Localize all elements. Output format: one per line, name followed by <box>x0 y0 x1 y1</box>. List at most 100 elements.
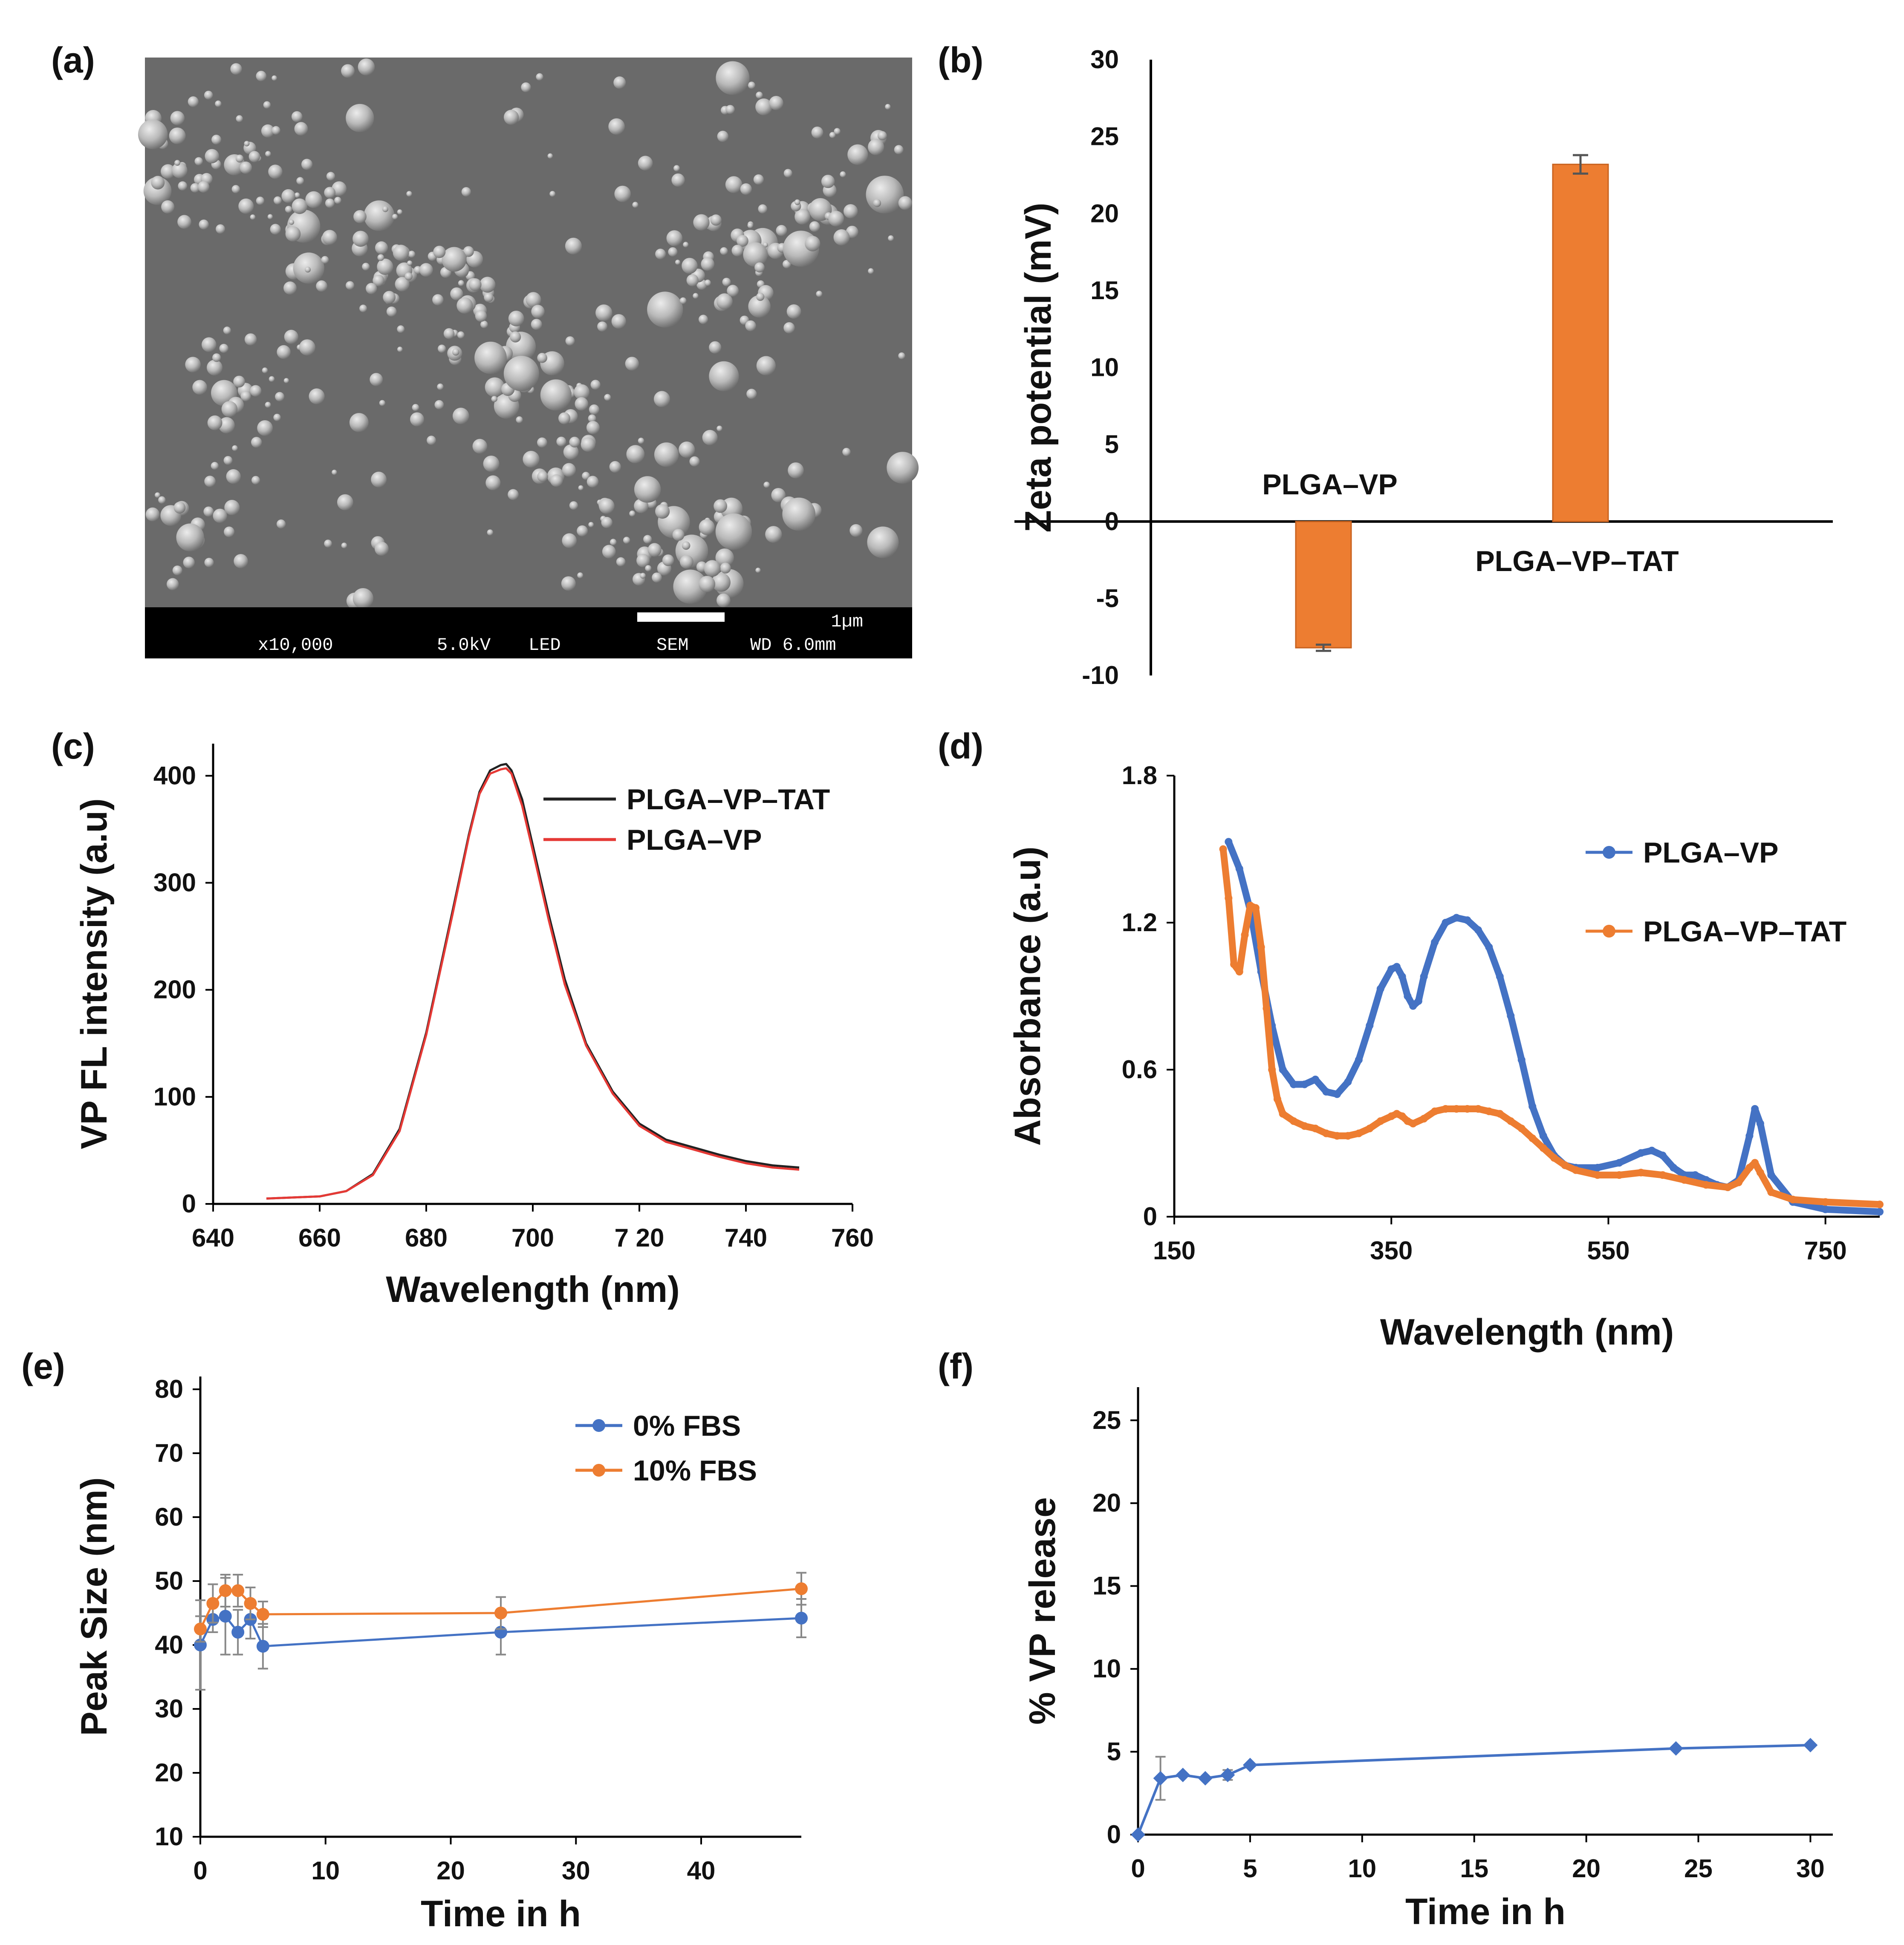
sem-particle <box>256 196 265 205</box>
sem-particle <box>675 260 680 265</box>
sem-particle <box>406 191 412 197</box>
data-point <box>244 1597 257 1610</box>
x-tick-label: 30 <box>562 1856 590 1885</box>
x-tick-label: 750 <box>1804 1236 1847 1265</box>
sem-particle <box>565 237 582 255</box>
sem-particle <box>480 320 488 329</box>
data-point <box>1821 1198 1829 1206</box>
sem-particle <box>231 185 240 193</box>
sem-particle <box>275 392 285 401</box>
x-axis-title: Wavelength (nm) <box>1380 1312 1674 1353</box>
sem-particle <box>682 541 691 550</box>
sem-particle <box>611 314 626 329</box>
sem-particle <box>434 400 444 410</box>
sem-particle <box>211 135 222 145</box>
x-tick-label: 660 <box>298 1224 341 1252</box>
sem-particle <box>783 322 795 334</box>
sem-particle <box>316 280 327 292</box>
data-point <box>1507 1117 1515 1125</box>
x-axis-title: Time in h <box>421 1893 581 1934</box>
sem-particle <box>717 593 731 608</box>
data-point <box>256 1640 269 1653</box>
sem-particle <box>709 361 739 391</box>
sem-particle <box>577 525 588 537</box>
sem-particle <box>679 297 687 304</box>
data-point <box>1615 1159 1623 1167</box>
sem-particle <box>224 499 240 515</box>
x-tick-label: 740 <box>725 1224 767 1252</box>
sem-particle <box>265 401 271 408</box>
data-point <box>1561 1161 1569 1169</box>
sem-particle <box>537 353 547 363</box>
sem-particle <box>671 173 685 187</box>
x-tick-label: 40 <box>687 1856 716 1885</box>
sem-particle <box>765 526 782 543</box>
data-point <box>1409 1002 1417 1010</box>
sem-particle <box>608 118 625 135</box>
data-point <box>256 1608 269 1621</box>
sem-particle <box>352 231 369 247</box>
sem-particle <box>284 329 298 344</box>
sem-particle <box>452 407 469 424</box>
data-point <box>1263 1004 1271 1013</box>
legend-label: PLGA–VP <box>1643 837 1778 869</box>
x-tick-label: 700 <box>511 1224 554 1252</box>
sem-particle <box>272 126 280 135</box>
data-point <box>231 1584 245 1597</box>
data-point <box>1344 1132 1352 1140</box>
fluorescence-chart: 640 660 680 700 7 20 740 760 0 100 200 300 400 Wavel… <box>74 744 874 1310</box>
data-point <box>1273 1095 1281 1103</box>
zeta-bar <box>1552 164 1609 522</box>
sem-particle <box>577 572 584 579</box>
data-point <box>795 1612 808 1625</box>
sem-particle <box>202 337 217 352</box>
sem-particle <box>887 452 919 484</box>
sem-particle <box>268 164 283 179</box>
sem-particle <box>602 545 616 559</box>
sem-working-distance: WD 6.0mm <box>750 635 836 655</box>
sem-particle <box>458 280 464 286</box>
sem-particle <box>516 416 523 424</box>
sem-particle <box>305 191 322 208</box>
sem-particle <box>683 242 689 248</box>
sem-particle <box>885 104 891 110</box>
sem-particle <box>569 501 578 510</box>
x-tick-label: 0 <box>1131 1854 1145 1883</box>
sem-particle <box>722 277 731 286</box>
sem-particle <box>185 357 201 372</box>
x-tick-label: 10 <box>311 1856 340 1885</box>
y-tick-label: 0 <box>1143 1202 1157 1231</box>
sem-particle <box>668 247 678 257</box>
sem-particle <box>556 436 566 447</box>
sem-particle <box>362 263 370 271</box>
data-point <box>1235 865 1243 873</box>
sem-particle <box>240 162 252 174</box>
data-point <box>1803 1738 1818 1752</box>
sem-particle <box>291 111 303 122</box>
zeta-potential-chart: -10 -5 0 5 10 15 20 25 30 Zeta potential (mV) PLGA… <box>1014 45 1833 690</box>
sem-particle <box>625 357 639 371</box>
vp-release-chart: 0 5 10 15 20 25 30 0 5 10 15 20 25 Time in h % VP rele… <box>1022 1387 1833 1932</box>
data-point <box>1756 1169 1764 1177</box>
sem-particle <box>686 274 699 286</box>
data-point <box>1539 1144 1547 1152</box>
y-axis-title: VP FL intensity (a.u) <box>74 798 115 1149</box>
sem-particle <box>383 291 396 304</box>
sem-particle <box>763 482 770 488</box>
data-point <box>1442 1105 1450 1113</box>
data-point <box>1366 1022 1374 1030</box>
panel-label-e: (e) <box>21 1346 65 1386</box>
sem-particle <box>582 472 590 480</box>
sem-particle <box>443 328 455 339</box>
sem-particle <box>629 511 636 517</box>
sem-particle <box>250 214 256 220</box>
y-tick-label: 1.2 <box>1122 908 1157 937</box>
sem-particle <box>521 82 531 92</box>
data-point <box>1789 1195 1797 1203</box>
sem-particle <box>251 437 262 448</box>
data-point <box>1420 972 1428 981</box>
sem-particle <box>457 331 465 339</box>
y-tick-label: -10 <box>1082 661 1119 690</box>
data-point <box>1724 1183 1732 1191</box>
data-point <box>1821 1205 1829 1213</box>
